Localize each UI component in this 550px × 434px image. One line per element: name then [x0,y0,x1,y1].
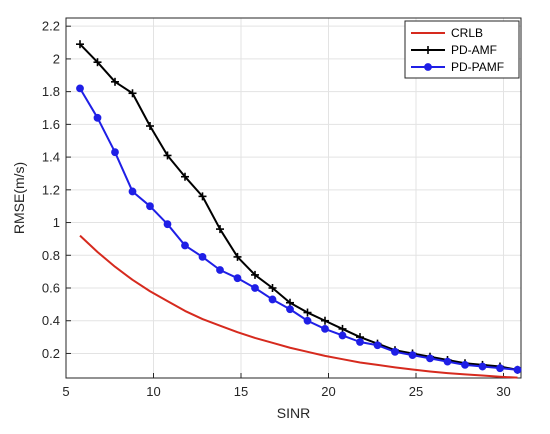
legend-item-pd-amf: PD-AMF [411,43,497,57]
pd-pamf-point [233,274,242,283]
series-crlb [79,234,518,379]
pd-pamf-point [163,220,172,229]
y-axis-label: RMSE(m/s) [11,162,27,234]
legend-label: PD-PAMF [451,60,504,74]
pd-pamf-point [251,284,259,292]
x-tick-label: 20 [321,384,335,399]
pd-pamf-point [356,338,364,346]
pd-pamf-point [478,362,487,371]
pd-pamf-point [461,361,469,369]
pd-pamf-point [391,347,399,356]
pd-amf-point [233,252,242,261]
y-tick-label: 1.4 [42,150,60,165]
pd-pamf-point [443,357,452,366]
pd-pamf-point [198,253,207,261]
pd-pamf-point [426,354,434,363]
pd-pamf-point [128,187,137,196]
legend-pd-amf-point [424,46,432,54]
legend-label: PD-AMF [451,43,497,57]
pd-amf-point [216,225,224,234]
pd-pamf-point [181,241,189,250]
pd-pamf-point [93,113,102,122]
pd-pamf-point [373,341,382,350]
pd-pamf-point [268,295,277,304]
pd-amf-point [76,40,84,49]
legend: CRLB PD-AMF PD-PAMF [404,20,520,79]
x-axis-ticks: 5 10 15 20 25 30 [62,373,511,399]
y-tick-label: 0.2 [42,346,60,361]
y-tick-label: 1.8 [42,84,60,99]
x-tick-label: 10 [146,384,160,399]
y-tick-label: 0.8 [42,248,60,263]
pd-amf-point [93,58,102,67]
x-tick-label: 15 [234,384,248,399]
pd-amf-point [163,151,172,160]
y-tick-label: 0.4 [42,313,60,328]
pd-amf-point [303,308,312,317]
pd-amf-point [198,192,207,201]
pd-pamf-point [146,202,154,211]
pd-amf-point [321,316,329,325]
pd-amf-point [128,89,137,98]
pd-pamf-point [513,365,522,374]
pd-amf-point [181,172,189,181]
legend-item-crlb: CRLB [411,26,483,40]
legend-pd-pamf-point [424,63,432,71]
y-tick-label: 0.6 [42,281,60,296]
y-axis-ticks: 0.2 0.4 0.6 0.8 1 1.2 1.4 1.6 1.8 2 2.2 [42,19,71,361]
x-tick-label: 25 [409,384,423,399]
y-tick-label: 2 [53,51,60,66]
plot-area-frame [65,17,522,379]
y-tick-label: 1.6 [42,117,60,132]
pd-amf-point [111,77,119,86]
legend-label: CRLB [451,26,483,40]
y-tick-label: 1 [53,215,60,230]
pd-pamf-point [286,305,294,314]
y-tick-label: 1.2 [42,182,60,197]
series-pd-amf [76,40,522,374]
pd-pamf-point [111,148,119,157]
series-pd-pamf [76,84,522,374]
pd-pamf-point [303,316,312,325]
y-tick-label: 2.2 [42,19,60,34]
series-crlb-line [79,234,518,379]
x-axis-label: SINR [277,405,310,421]
x-tick-label: 5 [62,384,69,399]
pd-pamf-point [338,331,347,340]
legend-item-pd-pamf: PD-PAMF [411,60,504,74]
pd-amf-point [146,122,154,130]
pd-pamf-point [408,351,417,359]
pd-pamf-point [321,325,329,333]
pd-pamf-point [76,84,84,93]
pd-amf-point [251,270,259,279]
pd-pamf-point [496,364,504,373]
x-tick-label: 30 [496,384,510,399]
series-pd-pamf-line [79,87,518,371]
series-layer [76,40,522,379]
pd-pamf-point [216,266,224,274]
pd-amf-point [268,284,277,292]
